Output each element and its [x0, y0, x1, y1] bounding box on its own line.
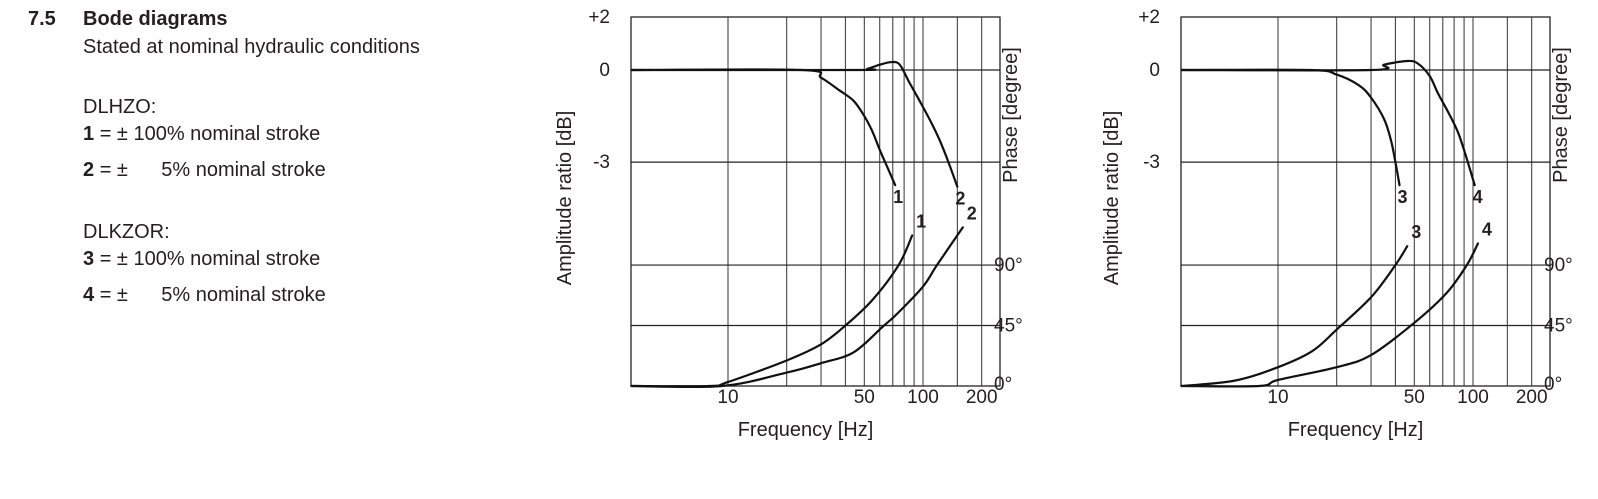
legend-group-dlhzo: DLHZO:	[83, 96, 157, 118]
frequency-tick-label: 50	[854, 387, 875, 408]
curve-amplitude-4	[1180, 59, 1476, 187]
plot-frame	[1180, 16, 1551, 387]
curve-amplitude-2	[630, 60, 959, 188]
curve-phase-4	[1180, 242, 1480, 388]
plot-frame	[630, 16, 1001, 387]
x-axis-label: Frequency [Hz]	[1288, 419, 1424, 441]
amplitude-tick-label: 0	[1149, 60, 1160, 81]
curve-phase-1	[630, 234, 914, 388]
amplitude-tick-label: +2	[588, 7, 610, 28]
legend-text: = ± 5% nominal stroke	[99, 284, 326, 306]
curve-amplitude-1	[630, 68, 897, 187]
phase-tick-label: 45°	[994, 316, 1023, 337]
amplitude-tick-label: 0	[599, 60, 610, 81]
legend-id: 2	[83, 159, 95, 181]
frequency-tick-label: 100	[907, 387, 939, 408]
frequency-tick-label: 100	[1457, 387, 1489, 408]
phase-axis-label: Phase [degree]	[1000, 47, 1022, 183]
legend-id: 4	[83, 284, 95, 306]
curve-label-4: 4	[1473, 187, 1483, 207]
legend-group-dlkzor: DLKZOR:	[83, 221, 170, 243]
amplitude-tick-label: -3	[1143, 152, 1160, 173]
curve-phase-2	[630, 226, 964, 389]
frequency-tick-label: 200	[1516, 387, 1548, 408]
legend-id: 3	[83, 248, 95, 270]
curve-label-2: 2	[955, 189, 965, 209]
curve-label-3: 3	[1398, 187, 1408, 207]
legend-text: = ± 100% nominal stroke	[99, 248, 321, 270]
curve-label-3: 3	[1411, 222, 1421, 242]
legend-item-2: 2 = ± 5% nominal stroke	[83, 160, 326, 180]
amplitude-axis-label: Amplitude ratio [dB]	[554, 111, 576, 286]
legend-item-4: 4 = ± 5% nominal stroke	[83, 285, 326, 305]
amplitude-axis-label: Amplitude ratio [dB]	[1101, 111, 1123, 286]
bode-chart-1	[630, 16, 1001, 389]
curve-label-1: 1	[893, 187, 903, 207]
legend-item-1: 1 = ± 100% nominal stroke	[83, 124, 320, 144]
legend-item-3: 3 = ± 100% nominal stroke	[83, 249, 320, 269]
curve-label-2: 2	[967, 203, 977, 223]
bode-chart-2	[1180, 16, 1551, 388]
amplitude-tick-label: +2	[1138, 7, 1160, 28]
frequency-tick-label: 200	[966, 387, 998, 408]
section-title: Bode diagrams	[83, 8, 228, 30]
phase-tick-label: 0°	[994, 374, 1012, 395]
legend-text: = ± 5% nominal stroke	[99, 159, 326, 181]
x-axis-label: Frequency [Hz]	[738, 419, 874, 441]
frequency-tick-label: 10	[1267, 387, 1288, 408]
frequency-tick-label: 50	[1404, 387, 1425, 408]
curve-label-1: 1	[916, 211, 926, 231]
legend-text: = ± 100% nominal stroke	[99, 123, 321, 145]
phase-tick-label: 90°	[994, 255, 1023, 276]
curve-amplitude-3	[1180, 68, 1401, 187]
frequency-tick-label: 10	[717, 387, 738, 408]
phase-axis-label: Phase [degree]	[1550, 47, 1572, 183]
phase-tick-label: 0°	[1544, 374, 1562, 395]
section-number: 7.5	[28, 8, 56, 30]
phase-tick-label: 45°	[1544, 316, 1573, 337]
amplitude-tick-label: -3	[593, 152, 610, 173]
section-subtitle: Stated at nominal hydraulic conditions	[83, 36, 420, 58]
curve-phase-3	[1180, 245, 1409, 388]
curve-label-4: 4	[1482, 220, 1492, 240]
phase-tick-label: 90°	[1544, 255, 1573, 276]
legend-id: 1	[83, 123, 95, 145]
